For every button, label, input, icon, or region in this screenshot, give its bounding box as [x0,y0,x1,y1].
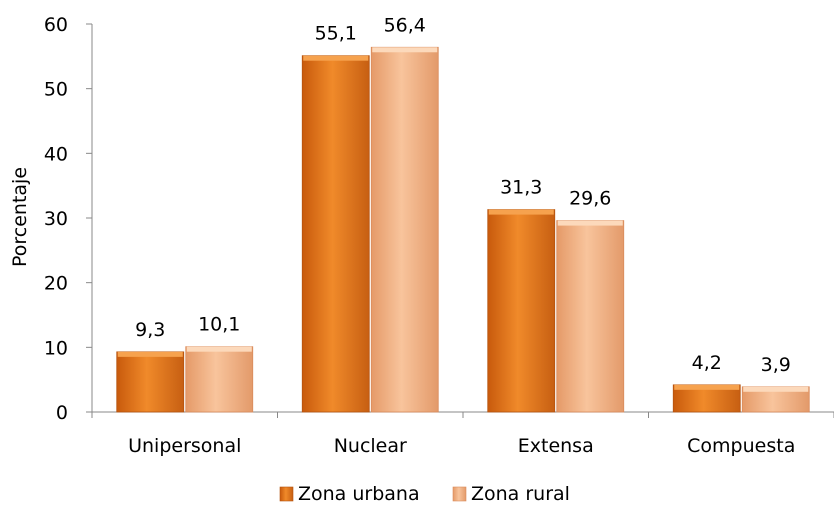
bar-urbana [487,209,556,413]
bar-top-bevel [557,220,623,226]
legend: Zona urbana Zona rural [279,483,570,505]
axes: 0 10 20 30 40 50 60 Unipersonal Nuclear Extensa Co… [44,14,834,457]
y-tick-label: 20 [44,273,68,295]
data-label: 55,1 [315,23,357,45]
data-label: 56,4 [384,14,426,36]
legend-label: Zona rural [471,483,570,505]
bar-top-bevel [674,384,740,390]
bar-rural [185,346,254,413]
data-label: 4,2 [692,352,722,374]
bar-rural [556,220,625,413]
data-labels: 9,3 55,1 31,3 4,2 10,1 56,4 29,6 3,9 [135,14,791,376]
y-tick-label: 60 [44,14,68,36]
y-tick-label: 40 [44,143,68,165]
legend-swatch [452,486,467,502]
data-label: 3,9 [761,354,791,376]
y-tick-label: 0 [56,402,68,424]
data-label: 9,3 [135,319,165,341]
bar-urbana [301,55,370,413]
bar-top-bevel [372,47,438,53]
x-tick-label: Nuclear [334,435,407,457]
bar-top-bevel [117,351,183,357]
bars [116,46,810,413]
legend-swatch [279,486,294,502]
bar-top-bevel [488,209,554,215]
x-tick-label: Compuesta [687,435,795,457]
bar-top-bevel [303,55,369,61]
bar-urbana [116,351,185,413]
y-tick-label: 30 [44,208,68,230]
legend-label: Zona urbana [298,483,420,505]
data-label: 10,1 [198,314,240,336]
x-tick-label: Extensa [518,435,594,457]
y-tick-label: 50 [44,79,68,101]
data-label: 31,3 [500,177,542,199]
data-label: 29,6 [569,188,611,210]
x-tick-label: Unipersonal [128,435,241,457]
y-tick-label: 10 [44,337,68,359]
bar-rural [370,46,439,413]
bar-top-bevel [186,346,252,352]
y-axis-label: Porcentaje [9,167,31,267]
bar-top-bevel [743,386,809,392]
